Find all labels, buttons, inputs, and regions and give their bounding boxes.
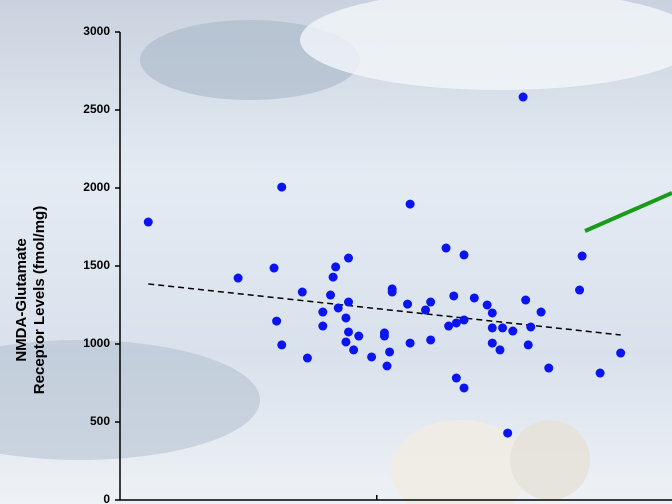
point [616, 348, 626, 358]
point [354, 331, 364, 341]
point [482, 300, 492, 310]
y-tick-label: 3000 [83, 24, 110, 38]
snow-highlight [300, 0, 672, 90]
point [341, 313, 351, 323]
seal [510, 420, 590, 500]
point [344, 297, 354, 307]
y-tick-label: 0 [103, 492, 110, 504]
point [341, 337, 351, 347]
point [333, 303, 343, 313]
point [302, 353, 312, 363]
point [403, 299, 413, 309]
y-tick-label: 1000 [83, 336, 110, 350]
point [508, 326, 518, 336]
y-axis-label: NMDA-Glutamate [13, 238, 30, 361]
point [277, 340, 287, 350]
point [405, 338, 415, 348]
point [326, 290, 336, 300]
point [233, 273, 243, 283]
snow-shadow [0, 340, 260, 460]
point [426, 297, 436, 307]
point [344, 327, 354, 337]
point [459, 383, 469, 393]
y-tick-label: 2500 [83, 102, 110, 116]
point [367, 352, 377, 362]
point [526, 322, 536, 332]
point [451, 373, 461, 383]
point [421, 305, 431, 315]
point [269, 263, 279, 273]
point [441, 243, 451, 253]
point [385, 347, 395, 357]
point [575, 285, 585, 295]
point [444, 321, 454, 331]
point [595, 368, 605, 378]
point [449, 291, 459, 301]
point [405, 199, 415, 209]
point [331, 262, 341, 272]
point [487, 308, 497, 318]
point [544, 363, 554, 373]
point [143, 217, 153, 227]
point [459, 315, 469, 325]
point [382, 361, 392, 371]
y-axis-label: Receptor Levels (fmol/mg) [31, 206, 48, 394]
point [459, 250, 469, 260]
point [349, 345, 359, 355]
y-tick-label: 2000 [83, 180, 110, 194]
point [318, 321, 328, 331]
point [495, 345, 505, 355]
green-pointer [584, 191, 672, 233]
point [451, 318, 461, 328]
point [498, 323, 508, 333]
point [518, 92, 528, 102]
point [503, 428, 513, 438]
point [426, 335, 436, 345]
y-tick-label: 1500 [83, 258, 110, 272]
point [487, 338, 497, 348]
point [487, 323, 497, 333]
point [387, 284, 397, 294]
point [318, 307, 328, 317]
point [469, 293, 479, 303]
point [328, 272, 338, 282]
point [277, 182, 287, 192]
seal [390, 420, 530, 504]
point [344, 253, 354, 263]
point [272, 316, 282, 326]
point [577, 251, 587, 261]
point [536, 307, 546, 317]
trend-line [148, 283, 621, 336]
y-tick-label: 500 [90, 414, 110, 428]
point [521, 295, 531, 305]
point [379, 328, 389, 338]
point [297, 287, 307, 297]
point [523, 340, 533, 350]
